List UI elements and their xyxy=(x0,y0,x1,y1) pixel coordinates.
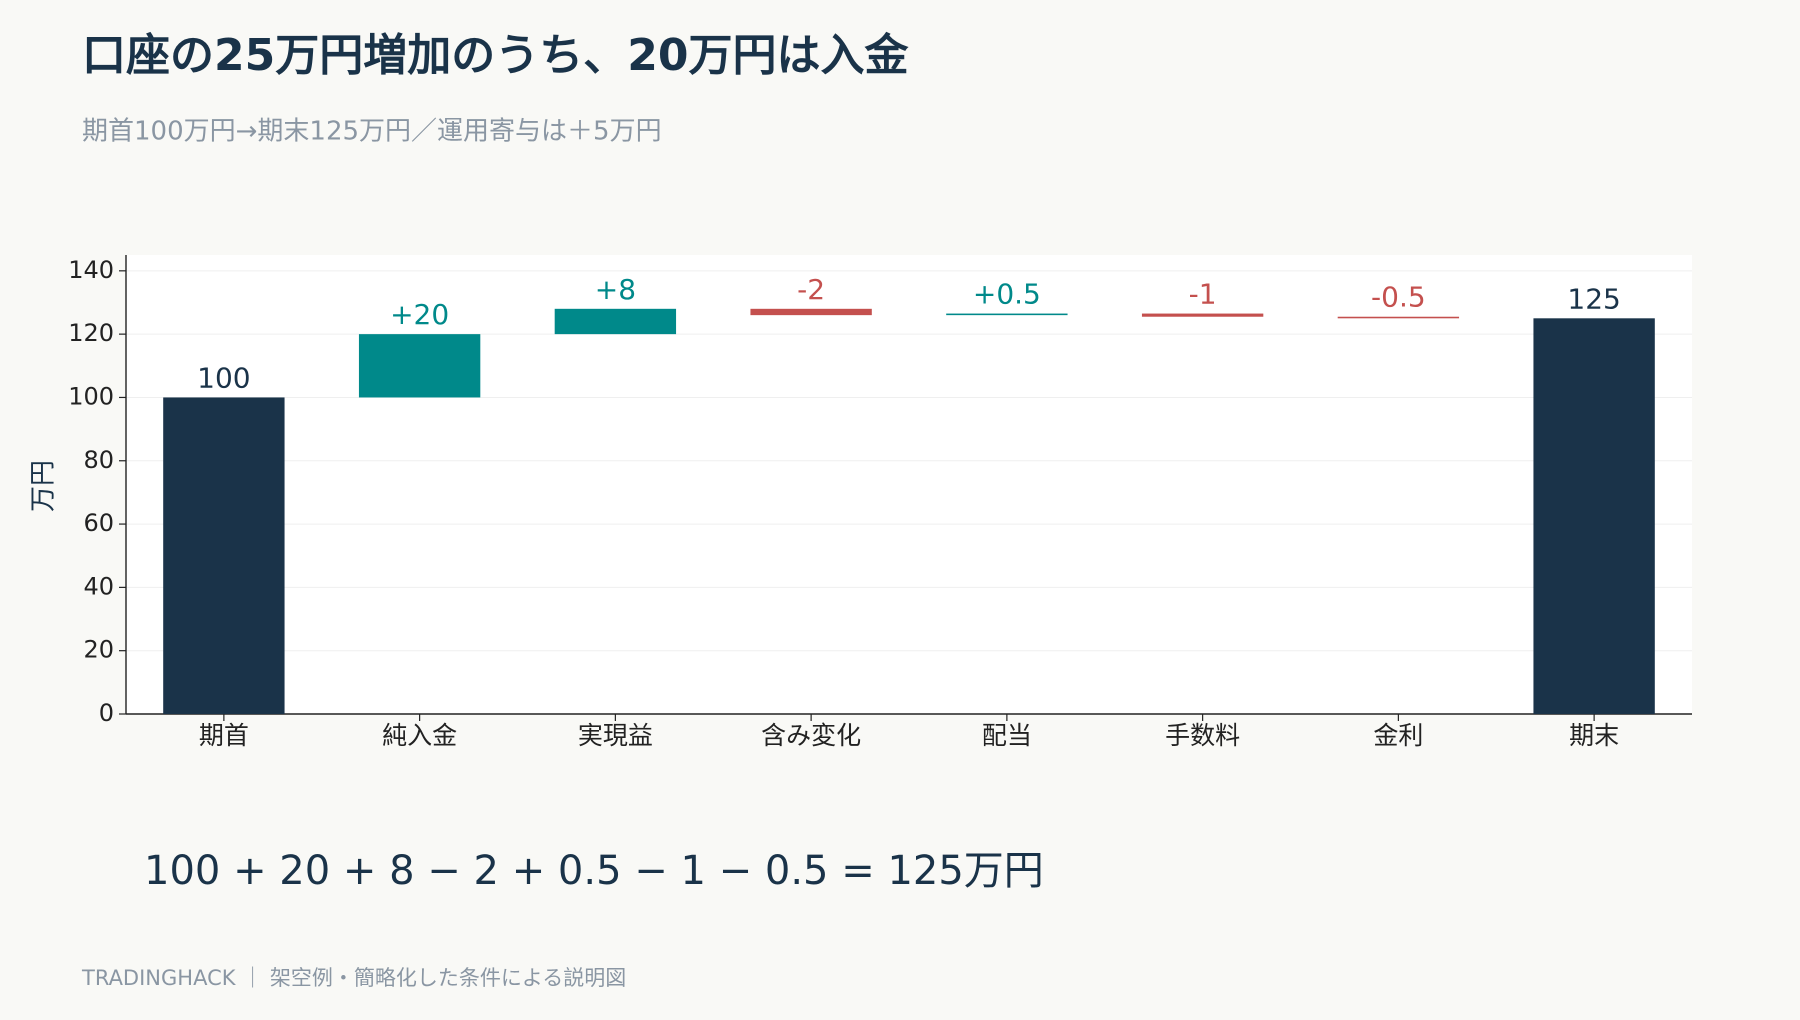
footer: TRADINGHACK ｜ 架空例・簡略化した条件による説明図 xyxy=(81,966,626,990)
plot-area xyxy=(126,255,1692,714)
x-tick-label: 手数料 xyxy=(1165,721,1240,750)
bar xyxy=(946,313,1068,316)
x-tick-label: 含み変化 xyxy=(761,721,861,750)
value-label: 100 xyxy=(197,361,250,394)
value-label: -1 xyxy=(1189,278,1217,311)
bar xyxy=(750,308,872,316)
bar xyxy=(1533,318,1655,714)
x-tick-label: 期首 xyxy=(199,721,249,750)
value-label: -0.5 xyxy=(1371,281,1426,314)
x-tick-label: 金利 xyxy=(1373,721,1423,750)
y-tick-label: 60 xyxy=(83,509,114,537)
value-label: -2 xyxy=(797,273,825,306)
y-tick-label: 80 xyxy=(83,446,114,474)
bar xyxy=(554,308,677,335)
y-tick-label: 0 xyxy=(99,699,114,727)
y-axis-label: 万円 xyxy=(29,460,59,512)
chart-subtitle: 期首100万円→期末125万円／運用寄与は＋5万円 xyxy=(82,117,662,147)
bar xyxy=(1141,313,1264,317)
x-tick-label: 純入金 xyxy=(382,721,457,750)
value-label: +20 xyxy=(390,298,449,331)
y-tick-label: 120 xyxy=(68,319,114,347)
bar xyxy=(163,397,285,714)
bar xyxy=(358,334,481,398)
x-tick-label: 配当 xyxy=(982,721,1032,750)
bar xyxy=(1337,316,1460,319)
value-label: +8 xyxy=(595,273,636,306)
x-tick-label: 実現益 xyxy=(578,721,653,750)
value-label: +0.5 xyxy=(973,278,1041,311)
y-tick-label: 40 xyxy=(83,572,114,600)
chart-title: 口座の25万円増加のうち、20万円は入金 xyxy=(82,30,909,81)
y-tick-label: 100 xyxy=(68,382,114,410)
y-tick-label: 140 xyxy=(68,256,114,284)
value-label: 125 xyxy=(1567,282,1620,315)
x-tick-label: 期末 xyxy=(1569,721,1619,750)
equation: 100 + 20 + 8 − 2 + 0.5 − 1 − 0.5 = 125万円 xyxy=(144,848,1044,894)
y-tick-label: 20 xyxy=(83,636,114,664)
